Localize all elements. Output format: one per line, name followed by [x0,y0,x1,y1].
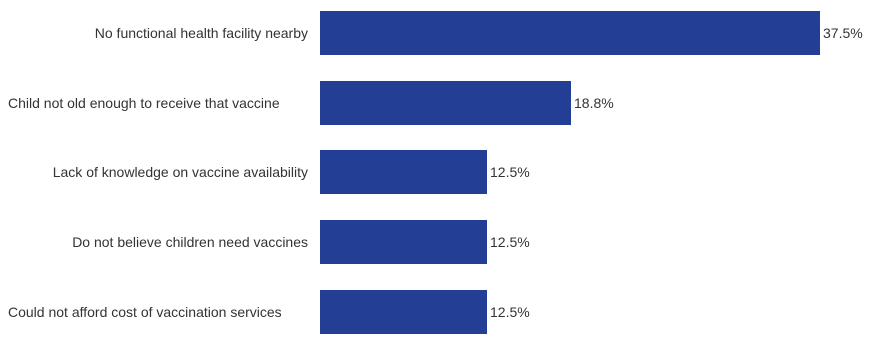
value-label: 12.5% [490,164,530,180]
bar [320,81,571,125]
bar [320,290,487,334]
category-label: Child not old enough to receive that vac… [8,94,280,111]
bar-row: Could not afford cost of vaccination ser… [0,287,872,337]
category-label: No functional health facility nearby [94,24,308,41]
bar [320,150,487,194]
bar [320,11,820,55]
category-label: Lack of knowledge on vaccine availabilit… [52,163,308,180]
category-label: Do not believe children need vaccines [72,233,308,250]
bar-row: No functional health facility nearby 37.5… [0,8,872,58]
value-label: 12.5% [490,234,530,250]
value-label: 37.5% [823,25,863,41]
category-label: Could not afford cost of vaccination ser… [8,303,282,320]
bar-row: Lack of knowledge on vaccine availabilit… [0,147,872,197]
value-label: 12.5% [490,304,530,320]
bar-row: Child not old enough to receive that vac… [0,78,872,128]
bar-row: Do not believe children need vaccines 12.… [0,217,872,267]
bar [320,220,487,264]
value-label: 18.8% [574,95,614,111]
